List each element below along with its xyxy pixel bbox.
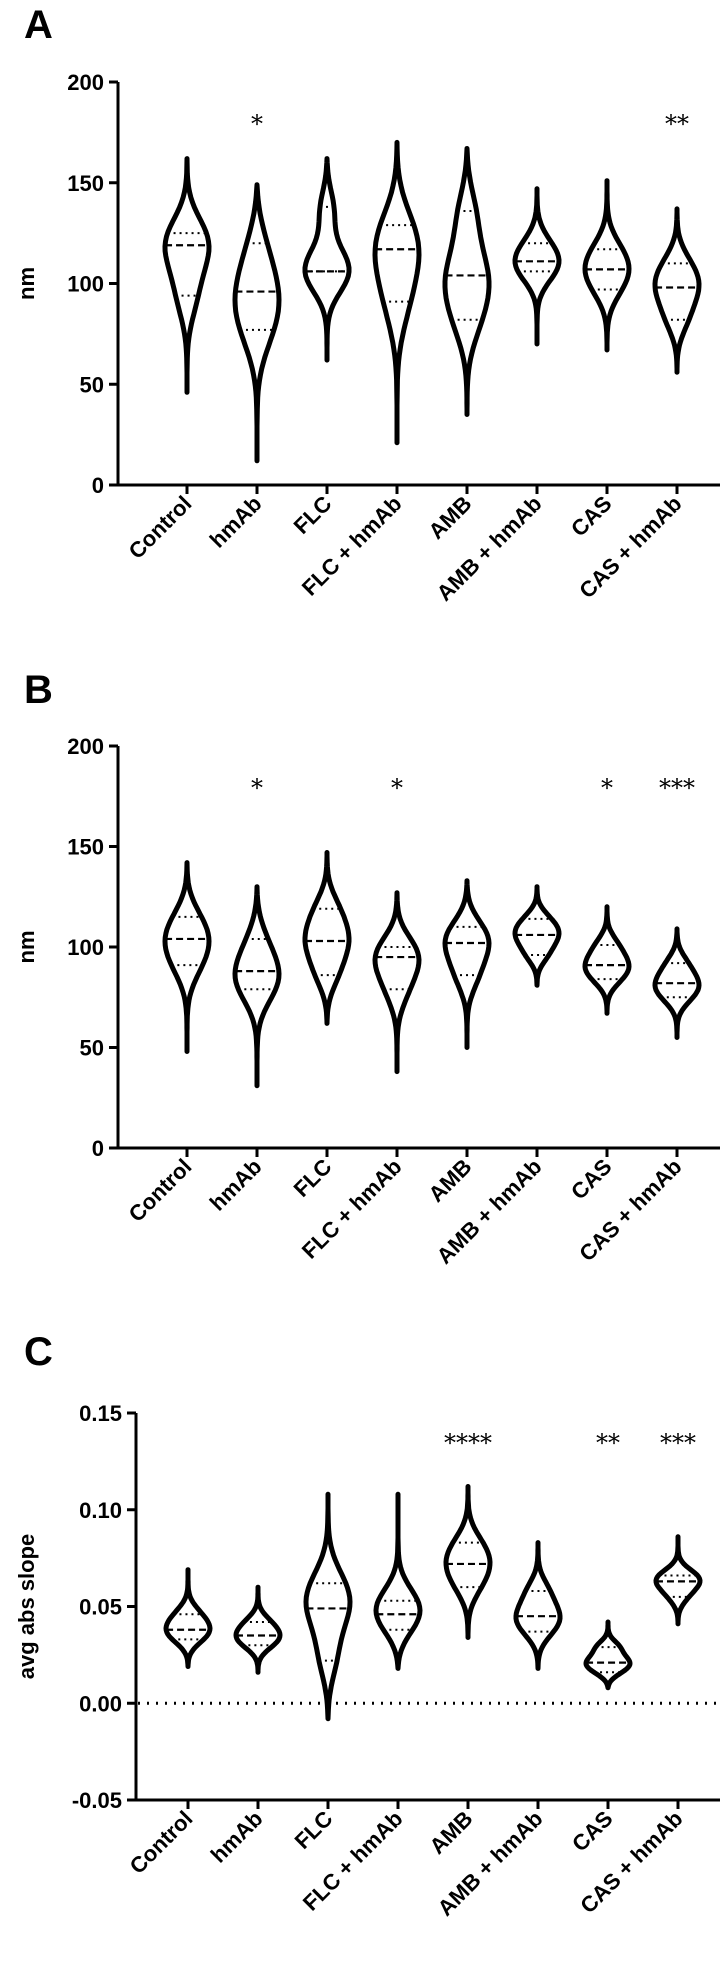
x-category-label: AMB (424, 1806, 477, 1859)
violin-outline (372, 139, 422, 446)
y-tick-label: 150 (67, 171, 104, 196)
violin-cas-hmab: *** (652, 774, 702, 1040)
violin-hmab: * (232, 110, 282, 464)
significance-marker: *** (659, 774, 695, 802)
x-category-label: AMB (423, 491, 476, 544)
y-tick-label: 0.05 (79, 1595, 122, 1620)
x-category-label: FLC (290, 1806, 338, 1854)
violin-outline (232, 182, 282, 464)
significance-marker: ** (596, 1429, 620, 1457)
y-tick-label: 150 (67, 835, 104, 860)
y-tick-label: 0.15 (79, 1401, 122, 1426)
violin-cas (582, 178, 632, 353)
violin-flc-hmab (372, 139, 422, 446)
violin-outline (163, 1567, 213, 1669)
violin-outline (443, 1484, 493, 1640)
x-category-label: AMB (423, 1154, 476, 1207)
x-category-label: Control (124, 1154, 197, 1227)
violin-flc (302, 850, 352, 1026)
panel-letter: B (24, 668, 53, 712)
violin-amb: **** (443, 1429, 493, 1640)
violin-outline (583, 1619, 633, 1691)
y-axis-label: nm (14, 267, 39, 300)
y-tick-label: 0.00 (79, 1691, 122, 1716)
violin-outline (233, 1584, 283, 1675)
significance-marker: **** (444, 1429, 492, 1457)
y-tick-label: 200 (67, 734, 104, 759)
violin-outline (653, 1534, 703, 1627)
x-category-label: hmAb (205, 491, 267, 553)
y-tick-label: 0 (92, 473, 104, 498)
violin-outline (582, 178, 632, 353)
x-category-label: hmAb (205, 1154, 267, 1216)
violin-amb (442, 878, 492, 1050)
significance-marker: * (251, 110, 263, 138)
violin-outline (582, 904, 632, 1016)
violin-cas: * (582, 774, 632, 1016)
violin-outline (652, 206, 702, 375)
violin-outline (512, 884, 562, 988)
panel-letter: C (24, 1330, 53, 1374)
x-category-label: FLC (289, 491, 337, 539)
violin-outline (302, 156, 352, 363)
violin-outline (162, 156, 212, 395)
y-tick-label: 50 (80, 372, 104, 397)
x-category-label: Control (124, 491, 197, 564)
violin-outline (652, 926, 702, 1040)
violin-cas: ** (583, 1429, 633, 1691)
violin-outline (512, 186, 562, 347)
y-tick-label: 100 (67, 272, 104, 297)
violin-outline (513, 1540, 563, 1671)
violin-amb-hmab (512, 186, 562, 347)
violin-outline (162, 860, 212, 1054)
x-category-label: CAS (566, 1154, 617, 1205)
violin-outline (232, 884, 282, 1089)
x-category-label: CAS (567, 1806, 618, 1857)
violin-control (163, 1567, 213, 1669)
violin-outline (442, 878, 492, 1050)
x-category-label: FLC (289, 1154, 337, 1202)
violin-hmab (233, 1584, 283, 1675)
x-category-label: hmAb (206, 1806, 268, 1868)
y-tick-label: 200 (67, 70, 104, 95)
violin-outline (303, 1491, 353, 1722)
significance-marker: * (601, 774, 613, 802)
violin-outline (302, 850, 352, 1026)
violin-amb (442, 146, 492, 417)
significance-marker: ** (665, 110, 689, 138)
y-tick-label: 0 (92, 1136, 104, 1161)
violin-outline (442, 146, 492, 417)
y-tick-label: 100 (67, 935, 104, 960)
violin-flc (302, 156, 352, 363)
violin-outline (372, 890, 422, 1075)
violin-control (162, 860, 212, 1054)
y-tick-label: 50 (80, 1036, 104, 1061)
violin-flc-hmab: * (372, 774, 422, 1075)
violin-hmab: * (232, 774, 282, 1089)
panel-letter: A (24, 3, 53, 47)
violin-cas-hmab: ** (652, 110, 702, 375)
violin-amb-hmab (512, 884, 562, 988)
significance-marker: *** (660, 1429, 696, 1457)
y-tick-label: -0.05 (72, 1788, 122, 1813)
violin-control (162, 156, 212, 395)
violin-amb-hmab (513, 1540, 563, 1671)
significance-marker: * (251, 774, 263, 802)
violin-cas-hmab: *** (653, 1429, 703, 1627)
y-axis-label: avg abs slope (14, 1534, 39, 1680)
significance-marker: * (391, 774, 403, 802)
violin-flc-hmab (373, 1491, 423, 1671)
y-axis-label: nm (14, 931, 39, 964)
violin-flc (303, 1491, 353, 1722)
y-tick-label: 0.10 (79, 1498, 122, 1523)
x-category-label: CAS (566, 491, 617, 542)
x-category-label: Control (125, 1806, 198, 1879)
violin-outline (373, 1491, 423, 1671)
